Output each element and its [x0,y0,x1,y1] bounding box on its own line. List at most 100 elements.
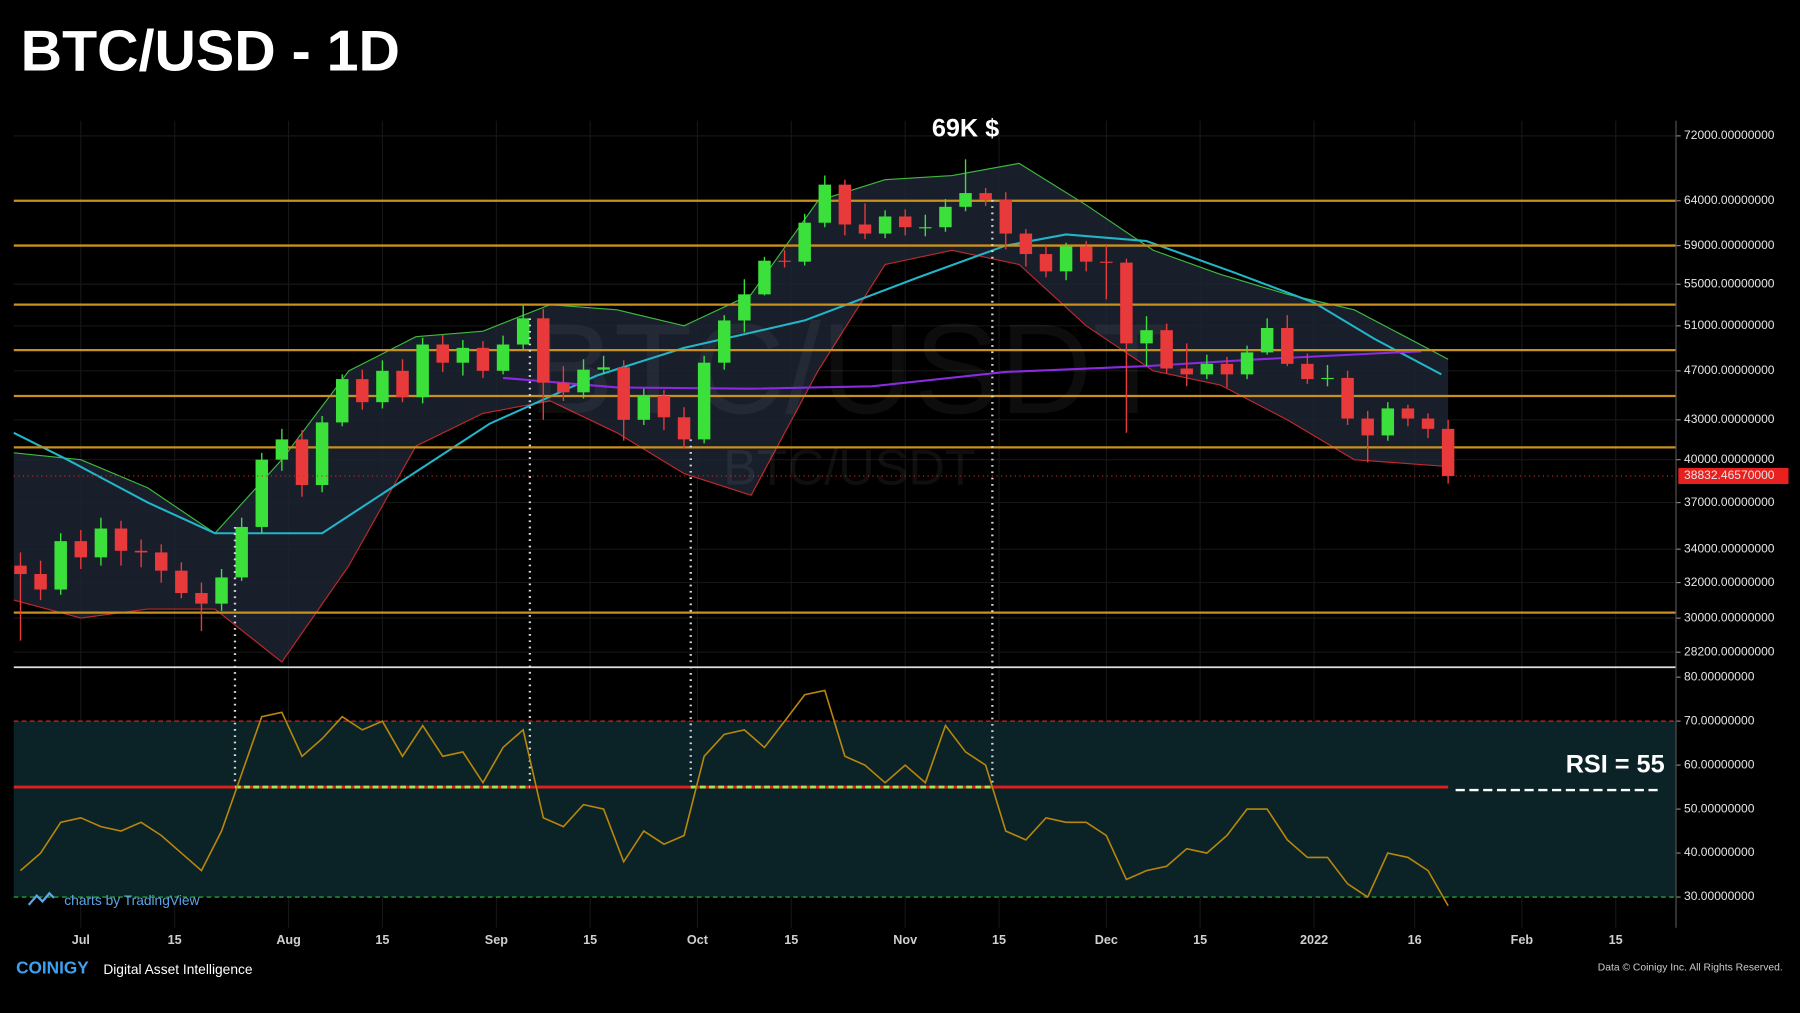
candle-body [1281,328,1294,364]
candle-body [537,318,550,383]
plot: Jul 15 Aug 15 Sep 15 Oct 15 Nov 15 Dec 15 2022 16 Feb 1… [13,115,1789,947]
candle-body [376,370,389,403]
candle-body [798,222,811,262]
y-tick-label: 40000.00000000 [1684,452,1775,466]
upper-band [13,162,1449,535]
y-tick-label: 51000.00000000 [1684,318,1775,332]
candle-body [275,439,289,460]
x-tick-label: 15 [1193,933,1207,947]
candle-body [134,550,148,553]
x-tick-label: 15 [784,933,798,947]
candle-body [697,362,711,440]
candle-body [718,320,731,363]
moving-average [502,350,1422,390]
y-tick-label: 34000.00000000 [1684,541,1775,555]
y-tick-label: 47000.00000000 [1684,363,1775,377]
candle-body [1321,377,1334,380]
candle-body [1140,330,1153,344]
candle-body [255,459,269,527]
candle-body [114,528,128,551]
last-price-label: 38832.46570000 [1684,468,1775,482]
y-tick-label: 37000.00000000 [1684,495,1775,509]
rsi-tick-label: 70.00000000 [1684,713,1755,727]
x-tick-label: 16 [1408,933,1422,947]
plot-back [13,120,1677,928]
candle-body [1079,246,1093,262]
y-tick-label: 64000.00000000 [1684,193,1775,207]
candle-body [597,367,610,370]
rsi-tick-label: 40.00000000 [1684,845,1755,859]
candle-body [476,347,490,371]
rsi-line [19,689,1449,907]
candle-body [878,216,892,234]
rsi-tick-label: 80.00000000 [1684,669,1755,683]
candle-body [14,565,27,575]
y-tick-label: 55000.00000000 [1684,276,1775,290]
candle-body [979,193,992,200]
rsi-tick-label: 60.00000000 [1684,757,1755,771]
candle-body [315,422,329,486]
candle-body [496,344,510,371]
title: BTC/USD - 1D [21,20,400,84]
candle-body [1180,368,1193,375]
rsi-annotation: RSI = 55 [1566,751,1665,779]
candle-body [1019,233,1033,255]
x-tick-label: Dec [1095,933,1118,947]
y-tick-label: 32000.00000000 [1684,575,1775,589]
candle-body [858,224,872,234]
tradingview-credit: charts by TradingView [64,893,199,908]
candle-body [557,382,570,393]
candle-body [416,344,429,398]
candle-body [1240,352,1254,375]
tagline: Digital Asset Intelligence [103,962,253,977]
x-tick-label: 15 [992,933,1006,947]
candle-body [74,541,88,558]
tradingview-logo [27,891,55,906]
candle-body [818,184,832,223]
candle-body [1381,408,1395,436]
y-tick-label: 59000.00000000 [1684,238,1775,252]
candle-body [1301,363,1314,380]
y-tick-label: 30000.00000000 [1684,610,1775,624]
candle-body [637,396,651,420]
candle-body [919,227,932,229]
candle-body [758,260,771,295]
candle-body [617,367,630,420]
candle-body [195,593,208,604]
x-tick-label: Nov [893,933,917,947]
candle-body [1059,246,1073,272]
candle-body [436,344,449,363]
candle-body [396,370,409,398]
candle-body [778,260,791,262]
candle-body [1341,377,1354,419]
candle-body [738,294,751,321]
candle-body [54,541,67,590]
candle-body [175,570,188,594]
data-credit: Data © Coinigy Inc. All Rights Reserved. [1598,963,1783,974]
candle-body [677,417,691,440]
x-tick-label: Jul [72,933,90,947]
x-tick-label: 15 [583,933,597,947]
x-tick-label: Oct [687,933,709,947]
x-tick-label: Feb [1511,933,1534,947]
y-tick-label: 28200.00000000 [1684,644,1775,658]
candle-body [1120,262,1133,344]
rsi-band-fill [13,721,1677,898]
candle-body [154,552,168,571]
candle-body [1260,328,1274,353]
candle-body [577,369,590,393]
brand: COINIGY [16,958,89,978]
price-annotation: 69K $ [932,115,999,143]
candle-body [1401,408,1415,419]
moving-average [13,233,1442,535]
candle-body [1039,254,1053,272]
candle-body [94,528,108,558]
rsi-tick-label: 50.00000000 [1684,801,1755,815]
candle-body [1361,418,1374,436]
x-tick-label: Sep [485,933,508,947]
candle-body [1220,363,1234,375]
x-tick-label: 15 [375,933,389,947]
candle-body [356,379,369,403]
